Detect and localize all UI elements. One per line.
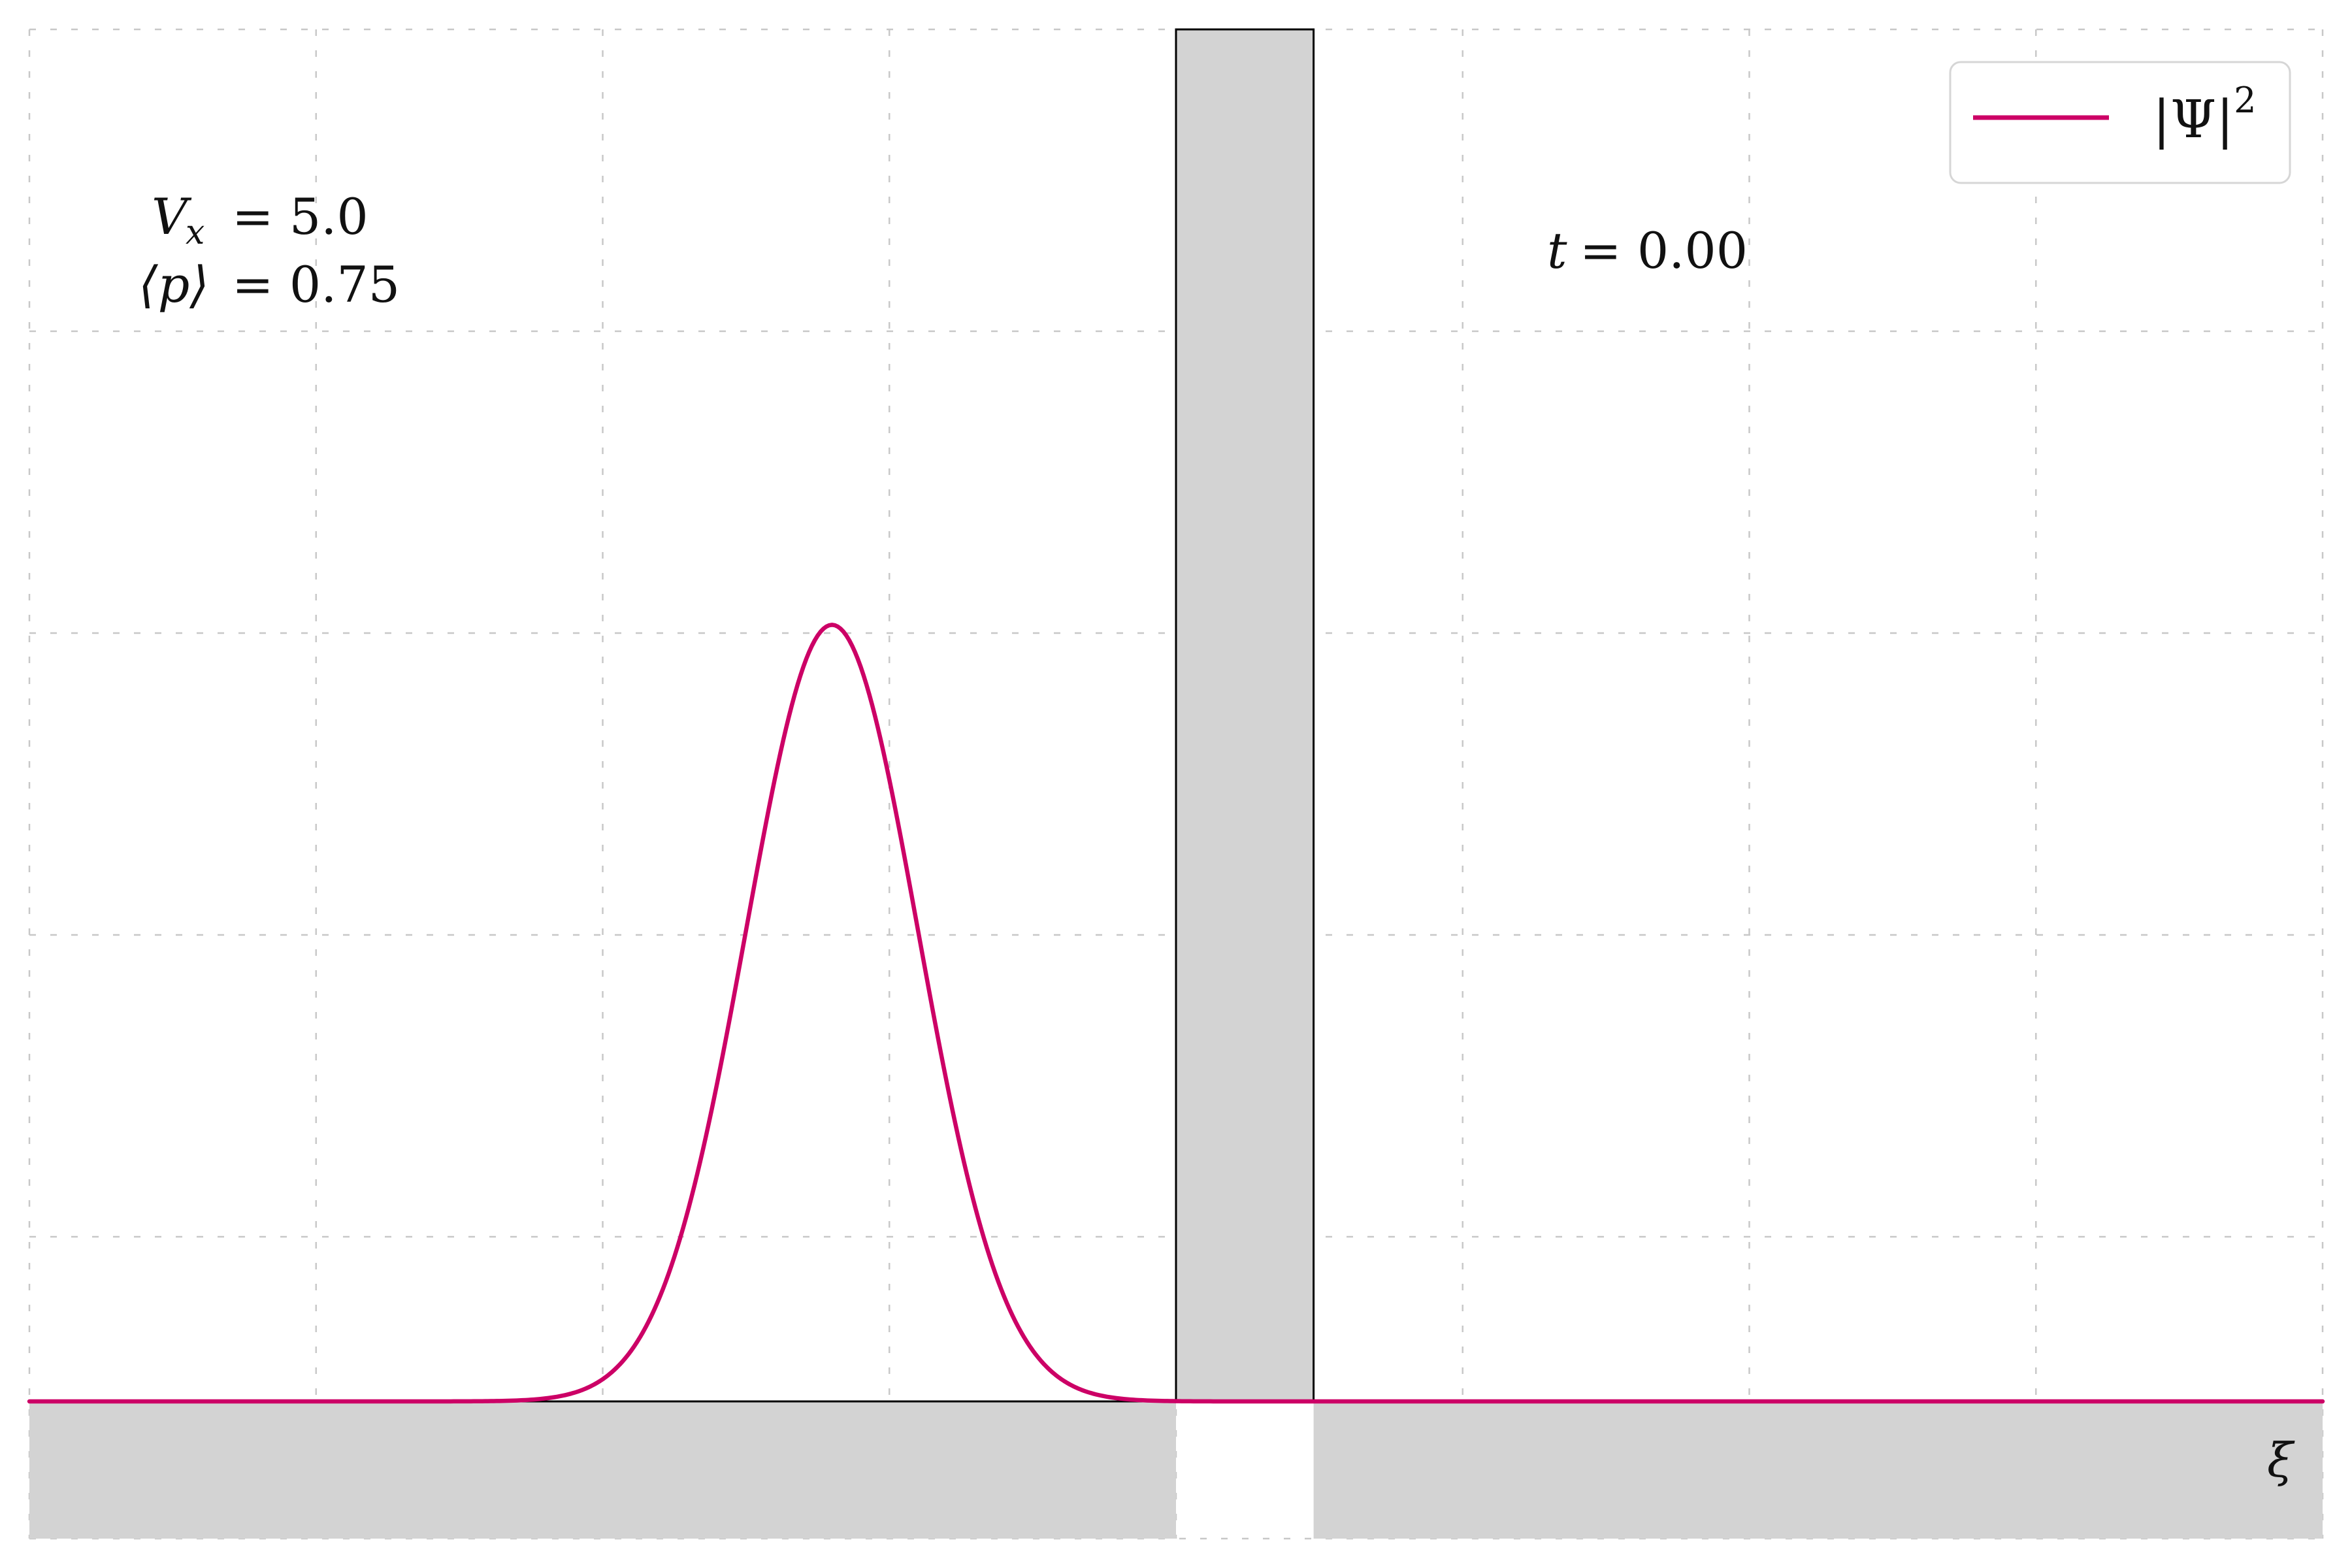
vx-symbol: V xyxy=(152,188,192,246)
x-axis-label: ξ xyxy=(2267,1433,2295,1488)
time-value: = 0.00 xyxy=(1580,221,1748,280)
momentum-symbol: ⟨p⟩ xyxy=(139,255,209,314)
potential-barrier xyxy=(1175,28,1315,1403)
floor-regions xyxy=(29,1401,2323,1539)
time-symbol: t xyxy=(1547,221,1567,280)
barrier-layer xyxy=(1175,28,1315,1403)
momentum-value: = 0.75 xyxy=(232,255,400,314)
legend-label: |Ψ|2 xyxy=(2153,80,2256,150)
series-layer xyxy=(27,623,2325,1404)
vx-subscript: x xyxy=(186,213,204,252)
floor-left xyxy=(29,1401,1176,1539)
vx-value: = 5.0 xyxy=(232,188,368,246)
wavefunction-probability-line xyxy=(27,623,2325,1404)
legend-frame xyxy=(1949,61,2291,184)
floor-right xyxy=(1313,1401,2323,1539)
legend: |Ψ|2 xyxy=(1949,61,2291,184)
